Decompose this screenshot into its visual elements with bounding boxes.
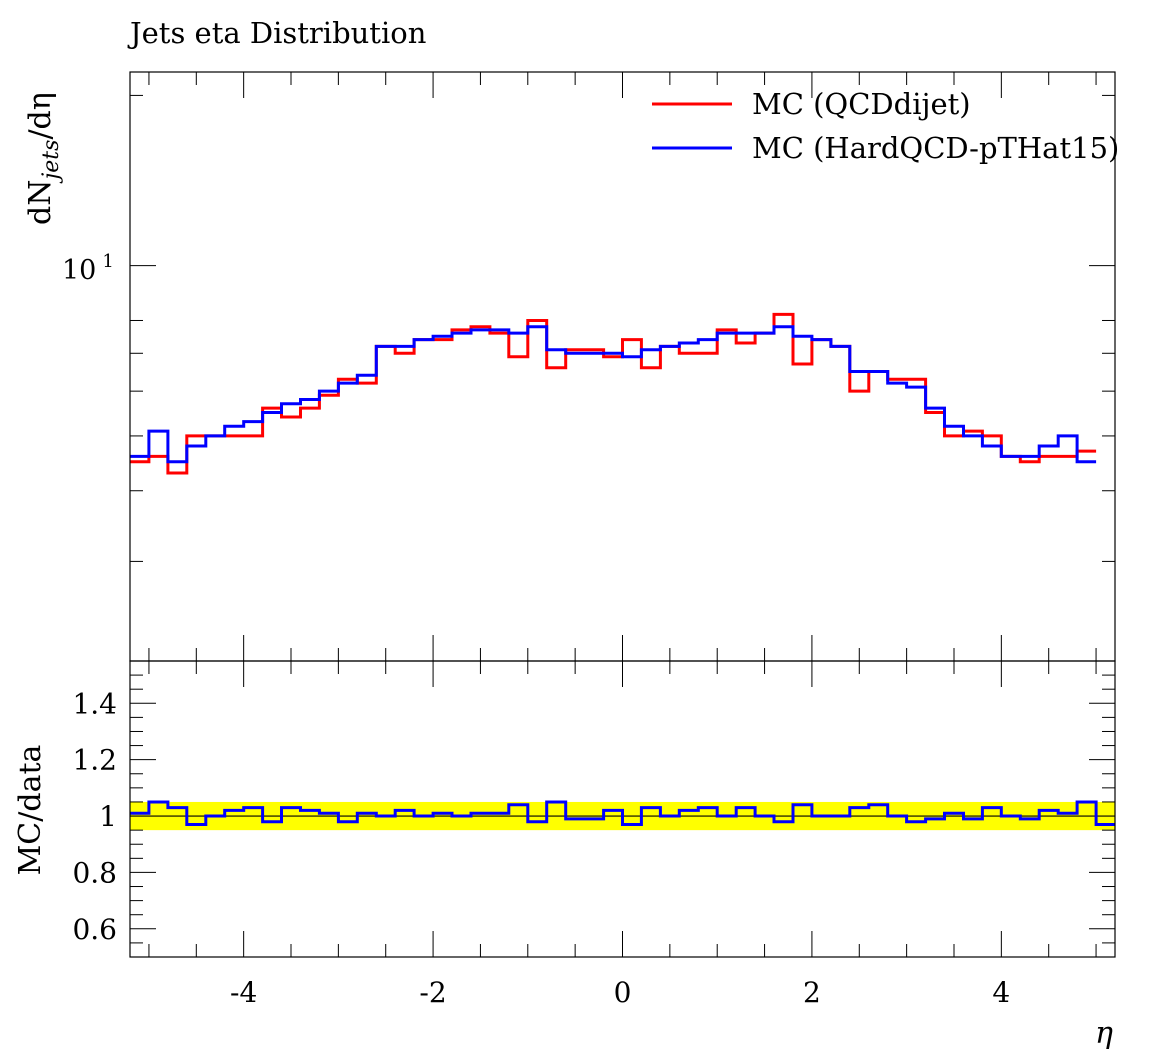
ratio-panel-series — [130, 800, 1115, 826]
main-y-axis-label: dNjets/dη — [23, 92, 64, 225]
series-line-hardqcd — [130, 325, 1097, 464]
series-line-qcddijet — [130, 312, 1097, 475]
x-tick-label: 4 — [992, 976, 1010, 1009]
legend-label: MC (HardQCD-pTHat15) — [752, 131, 1119, 165]
x-tick-label: 0 — [614, 976, 632, 1009]
ratio-y-tick-label: 0.6 — [72, 913, 117, 946]
ratio-y-tick-label: 1 — [99, 800, 117, 833]
x-tick-label: 2 — [803, 976, 821, 1009]
ratio-y-tick-label: 1.2 — [72, 744, 117, 777]
x-tick-labels: -4 -2 0 2 4 — [230, 976, 1010, 1009]
main-panel-series — [130, 312, 1097, 475]
ratio-panel-frame — [129, 660, 1116, 958]
legend: MC (QCDdijet) MC (HardQCD-pTHat15) — [652, 87, 1119, 165]
ratio-y-axis-label: MC/data — [13, 744, 48, 875]
ratio-series-line — [130, 800, 1115, 826]
x-tick-label: -2 — [419, 976, 446, 1009]
chart-title: Jets eta Distribution — [127, 16, 426, 50]
x-axis-label: η — [1095, 1016, 1113, 1051]
ratio-y-tick-label: 0.8 — [72, 856, 117, 889]
x-tick-label: -4 — [230, 976, 257, 1009]
main-panel-ticks — [130, 72, 1115, 661]
ratio-y-tick-label: 1.4 — [72, 687, 117, 720]
legend-label: MC (QCDdijet) — [752, 87, 971, 121]
ratio-y-tick-labels: 0.6 0.8 1 1.2 1.4 — [72, 687, 117, 946]
main-y-tick-label: 10 1 — [62, 251, 114, 286]
ratio-panel-ticks — [130, 661, 1115, 957]
